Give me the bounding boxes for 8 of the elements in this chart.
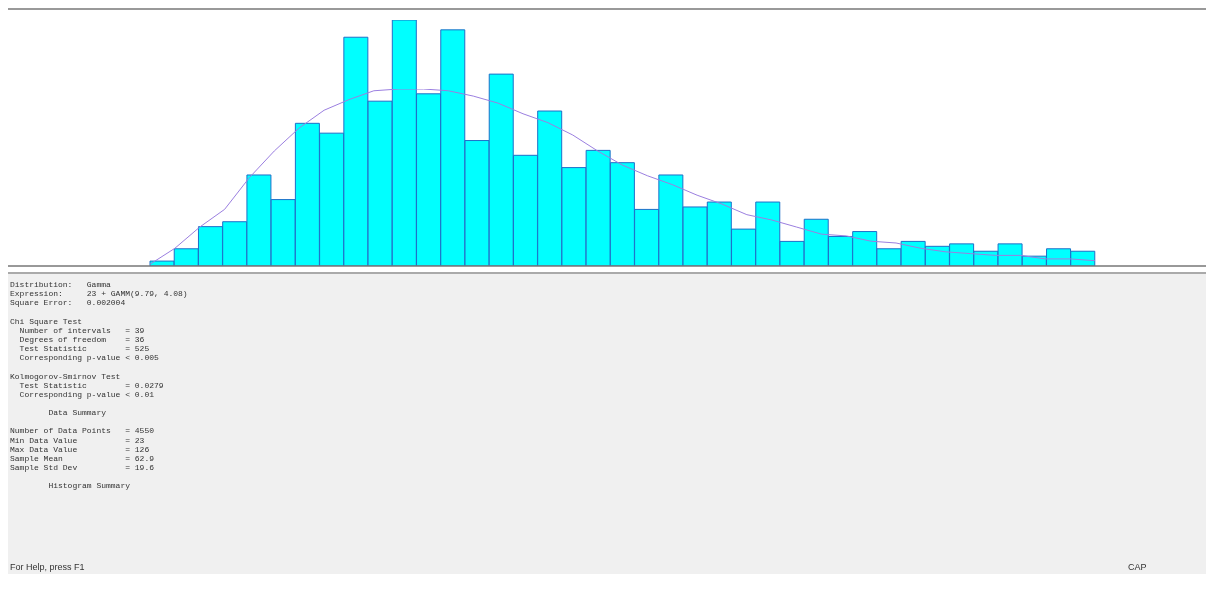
text: CAP xyxy=(1128,561,1147,572)
text: For Help, press F1 xyxy=(10,561,85,572)
text: Chi Square Test Number of intervals = 39 Degrees of freedom = 36 Test Statistic = 525 Corresponding p-value < 0.005 xyxy=(10,316,160,363)
text: Kolmogorov-Smirnov Test Test Statistic = 0.0279 Corresponding p-value < 0.01 xyxy=(10,371,165,400)
text: Histogram Summary xyxy=(47,481,132,491)
text: Number of Data Points = 4550 Min Data Value = 23 Max Data Value = 126 Sample Mean = 62.9 Sample Std Dev = 19.6 xyxy=(10,426,156,473)
text: Data Summary xyxy=(47,408,107,418)
text: Distribution: Gamma Expression: 23 + GAMM(9.79, 4.08) Square Error: 0.002004 xyxy=(10,280,189,308)
